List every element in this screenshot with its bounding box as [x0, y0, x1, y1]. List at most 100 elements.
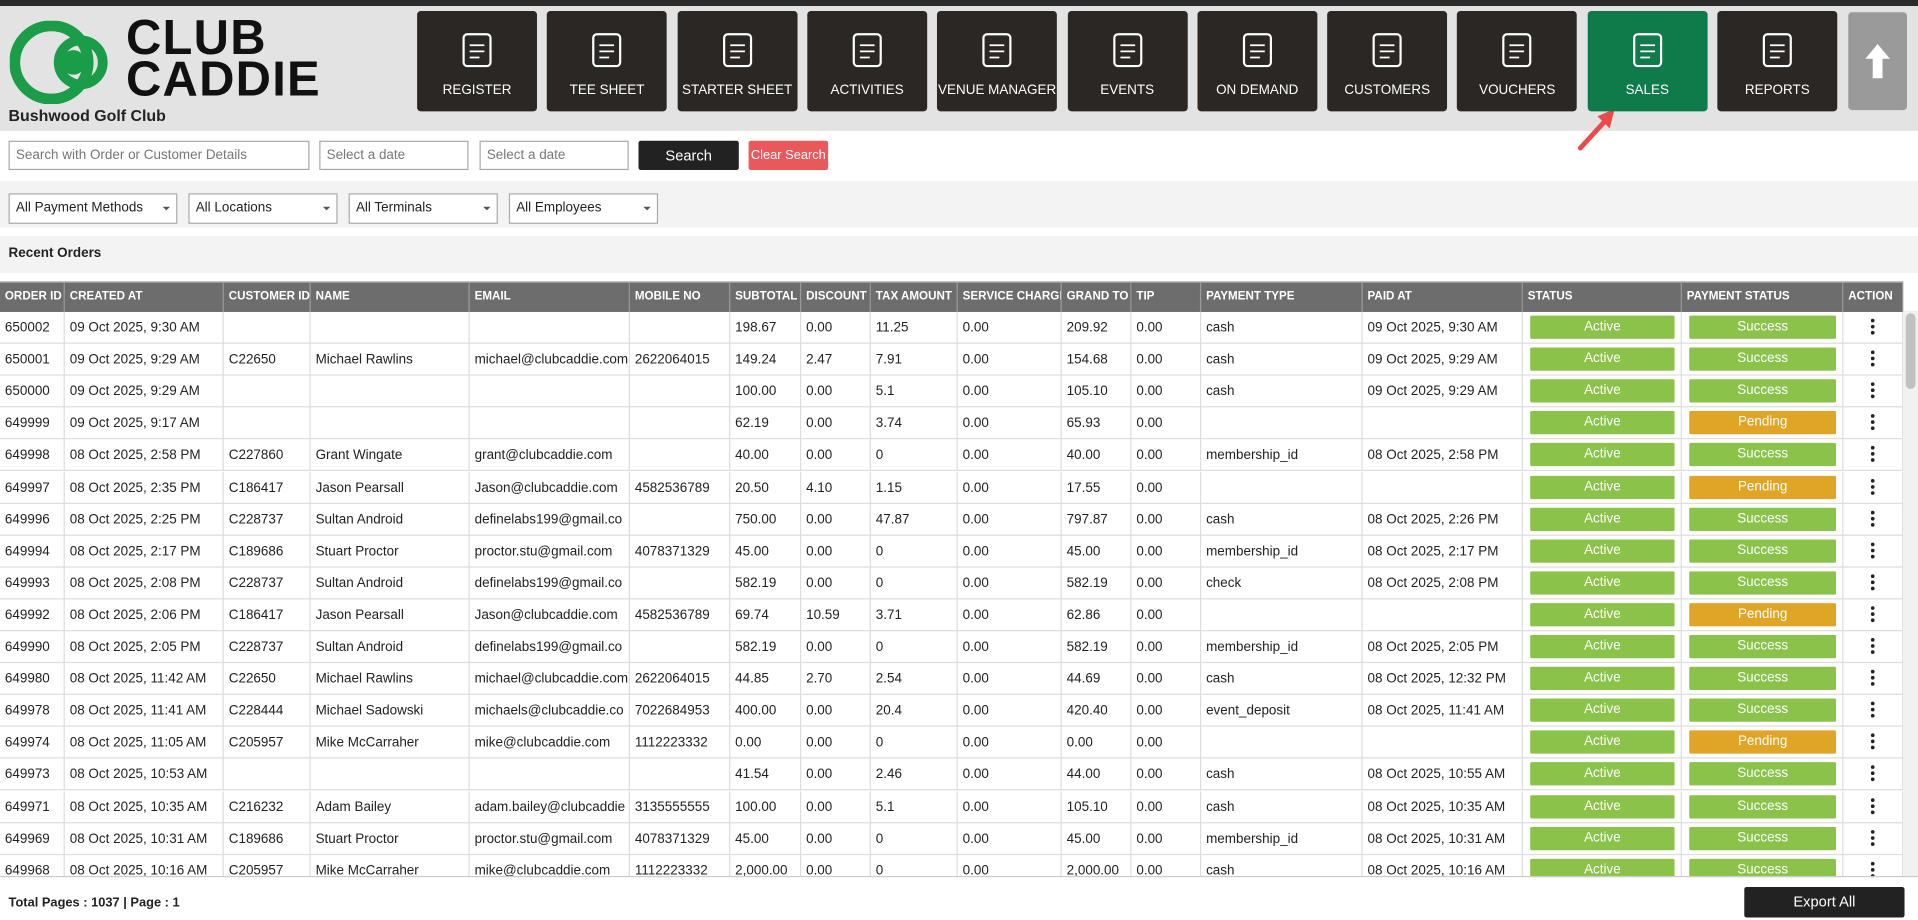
table-cell: 08 Oct 2025, 2:17 PM	[1362, 535, 1523, 568]
action-menu[interactable]	[1848, 344, 1897, 373]
action-menu[interactable]	[1848, 727, 1897, 756]
nav-button[interactable]: STARTER SHEET	[677, 11, 798, 112]
payment-status-badge: Success	[1689, 443, 1837, 467]
action-menu[interactable]	[1848, 663, 1897, 692]
table-cell: 2.70	[801, 663, 871, 696]
action-menu[interactable]	[1848, 695, 1897, 724]
action-menu[interactable]	[1848, 823, 1897, 852]
table-cell: proctor.stu@gmail.com	[469, 535, 630, 568]
filter-select[interactable]: All Locations	[188, 193, 338, 224]
table-cell: 1112223332	[629, 727, 731, 759]
table-cell: Jason Pearsall	[310, 599, 470, 632]
table-cell: 0.00	[957, 407, 1062, 440]
nav-button[interactable]: CUSTOMERS	[1327, 11, 1448, 112]
status-badge: Active	[1530, 443, 1675, 467]
nav-button[interactable]: REPORTS	[1717, 11, 1838, 112]
column-header: SUBTOTAL	[730, 282, 802, 312]
action-menu[interactable]	[1848, 791, 1897, 820]
table-cell: 08 Oct 2025, 10:53 AM	[64, 758, 224, 791]
filter-select[interactable]: All Payment Methods	[8, 193, 178, 224]
section-title: Recent Orders	[8, 245, 102, 261]
table-cell: 797.87	[1061, 503, 1132, 536]
payment-status-badge: Success	[1689, 762, 1837, 786]
table-cell: 105.10	[1061, 790, 1132, 823]
table-cell: 0.00	[801, 727, 871, 759]
action-menu[interactable]	[1848, 472, 1897, 501]
date-to-input[interactable]: Select a date	[479, 140, 629, 171]
table-cell: 09 Oct 2025, 9:30 AM	[1362, 311, 1523, 344]
nav-button[interactable]: VOUCHERS	[1457, 11, 1578, 112]
table-cell: Pending	[1681, 471, 1844, 504]
action-menu[interactable]	[1848, 567, 1897, 596]
filter-select[interactable]: All Terminals	[348, 193, 498, 224]
table-cell: 08 Oct 2025, 2:08 PM	[64, 567, 224, 600]
nav-label: STARTER SHEET	[682, 83, 793, 98]
payment-status-badge: Success	[1689, 826, 1837, 850]
column-header: NAME	[310, 282, 470, 312]
nav-button[interactable]: ON DEMAND	[1197, 11, 1318, 112]
column-header: TIP	[1131, 282, 1202, 312]
table-cell: 08 Oct 2025, 11:41 AM	[1362, 695, 1523, 727]
action-cell	[1843, 439, 1904, 472]
table-cell: 582.19	[730, 631, 802, 664]
payment-status-badge: Success	[1689, 666, 1837, 691]
table-cell: Active	[1522, 535, 1682, 568]
action-menu[interactable]	[1848, 504, 1897, 533]
table-cell: 20.50	[730, 471, 802, 504]
table-cell: 0.00	[957, 631, 1062, 664]
nav-icon	[462, 33, 492, 68]
logo-line: CADDIE	[125, 52, 321, 107]
action-menu[interactable]	[1848, 855, 1897, 878]
table-cell: grant@clubcaddie.com	[469, 439, 630, 472]
table-cell: 0.00	[1131, 503, 1202, 536]
table-cell	[629, 631, 731, 664]
table-cell: C186417	[223, 599, 311, 632]
search-input[interactable]: Search with Order or Customer Details	[8, 140, 310, 171]
date-from-input[interactable]: Select a date	[319, 140, 469, 171]
export-button[interactable]: Export All	[1744, 886, 1905, 918]
action-menu[interactable]	[1848, 408, 1897, 437]
nav-button[interactable]: VENUE MANAGER	[937, 11, 1058, 112]
nav-button[interactable]: ACTIVITIES	[807, 11, 928, 112]
table-cell: 100.00	[730, 790, 802, 823]
search-button[interactable]: Search	[638, 140, 739, 171]
action-menu[interactable]	[1848, 759, 1897, 788]
table-cell: 0.00	[801, 631, 871, 664]
table-cell: 0.00	[957, 790, 1062, 823]
table-cell: 649980	[0, 663, 65, 696]
filter-select[interactable]: All Employees	[508, 193, 659, 224]
table-cell: 0.00	[801, 758, 871, 791]
table-cell: 0.00	[1131, 439, 1202, 472]
scroll-thumb[interactable]	[1905, 313, 1916, 390]
table-cell: 100.00	[730, 375, 802, 408]
table-cell: 649993	[0, 567, 65, 600]
action-menu[interactable]	[1848, 376, 1897, 405]
status-badge: Active	[1530, 475, 1675, 499]
clear-search-button[interactable]: Clear Search	[748, 140, 829, 171]
action-menu[interactable]	[1848, 631, 1897, 660]
table-cell	[629, 758, 731, 791]
scroll-top-button[interactable]	[1848, 12, 1907, 111]
table-cell: 0.00	[957, 695, 1062, 727]
table-cell: mike@clubcaddie.com	[469, 727, 630, 759]
nav-button[interactable]: SALES	[1587, 11, 1708, 112]
column-header: CUSTOMER ID	[223, 282, 311, 312]
action-cell	[1843, 599, 1904, 632]
table-cell	[469, 407, 630, 440]
table-cell: cash	[1201, 758, 1363, 791]
table-cell: Stuart Proctor	[310, 822, 470, 855]
table-cell: Active	[1522, 311, 1682, 344]
action-menu[interactable]	[1848, 440, 1897, 469]
table-cell: Sultan Android	[310, 503, 470, 536]
table-cell: 08 Oct 2025, 2:17 PM	[64, 535, 224, 568]
action-menu[interactable]	[1848, 535, 1897, 564]
table-cell	[223, 311, 311, 344]
nav-button[interactable]: TEE SHEET	[547, 11, 668, 112]
logo-text: CLUB CADDIE	[125, 13, 321, 107]
nav-button[interactable]: REGISTER	[417, 11, 537, 112]
action-menu[interactable]	[1848, 312, 1897, 341]
column-header: PAID AT	[1362, 282, 1523, 312]
nav-button[interactable]: EVENTS	[1067, 11, 1188, 112]
table-cell: 3.71	[870, 599, 958, 632]
action-menu[interactable]	[1848, 599, 1897, 628]
